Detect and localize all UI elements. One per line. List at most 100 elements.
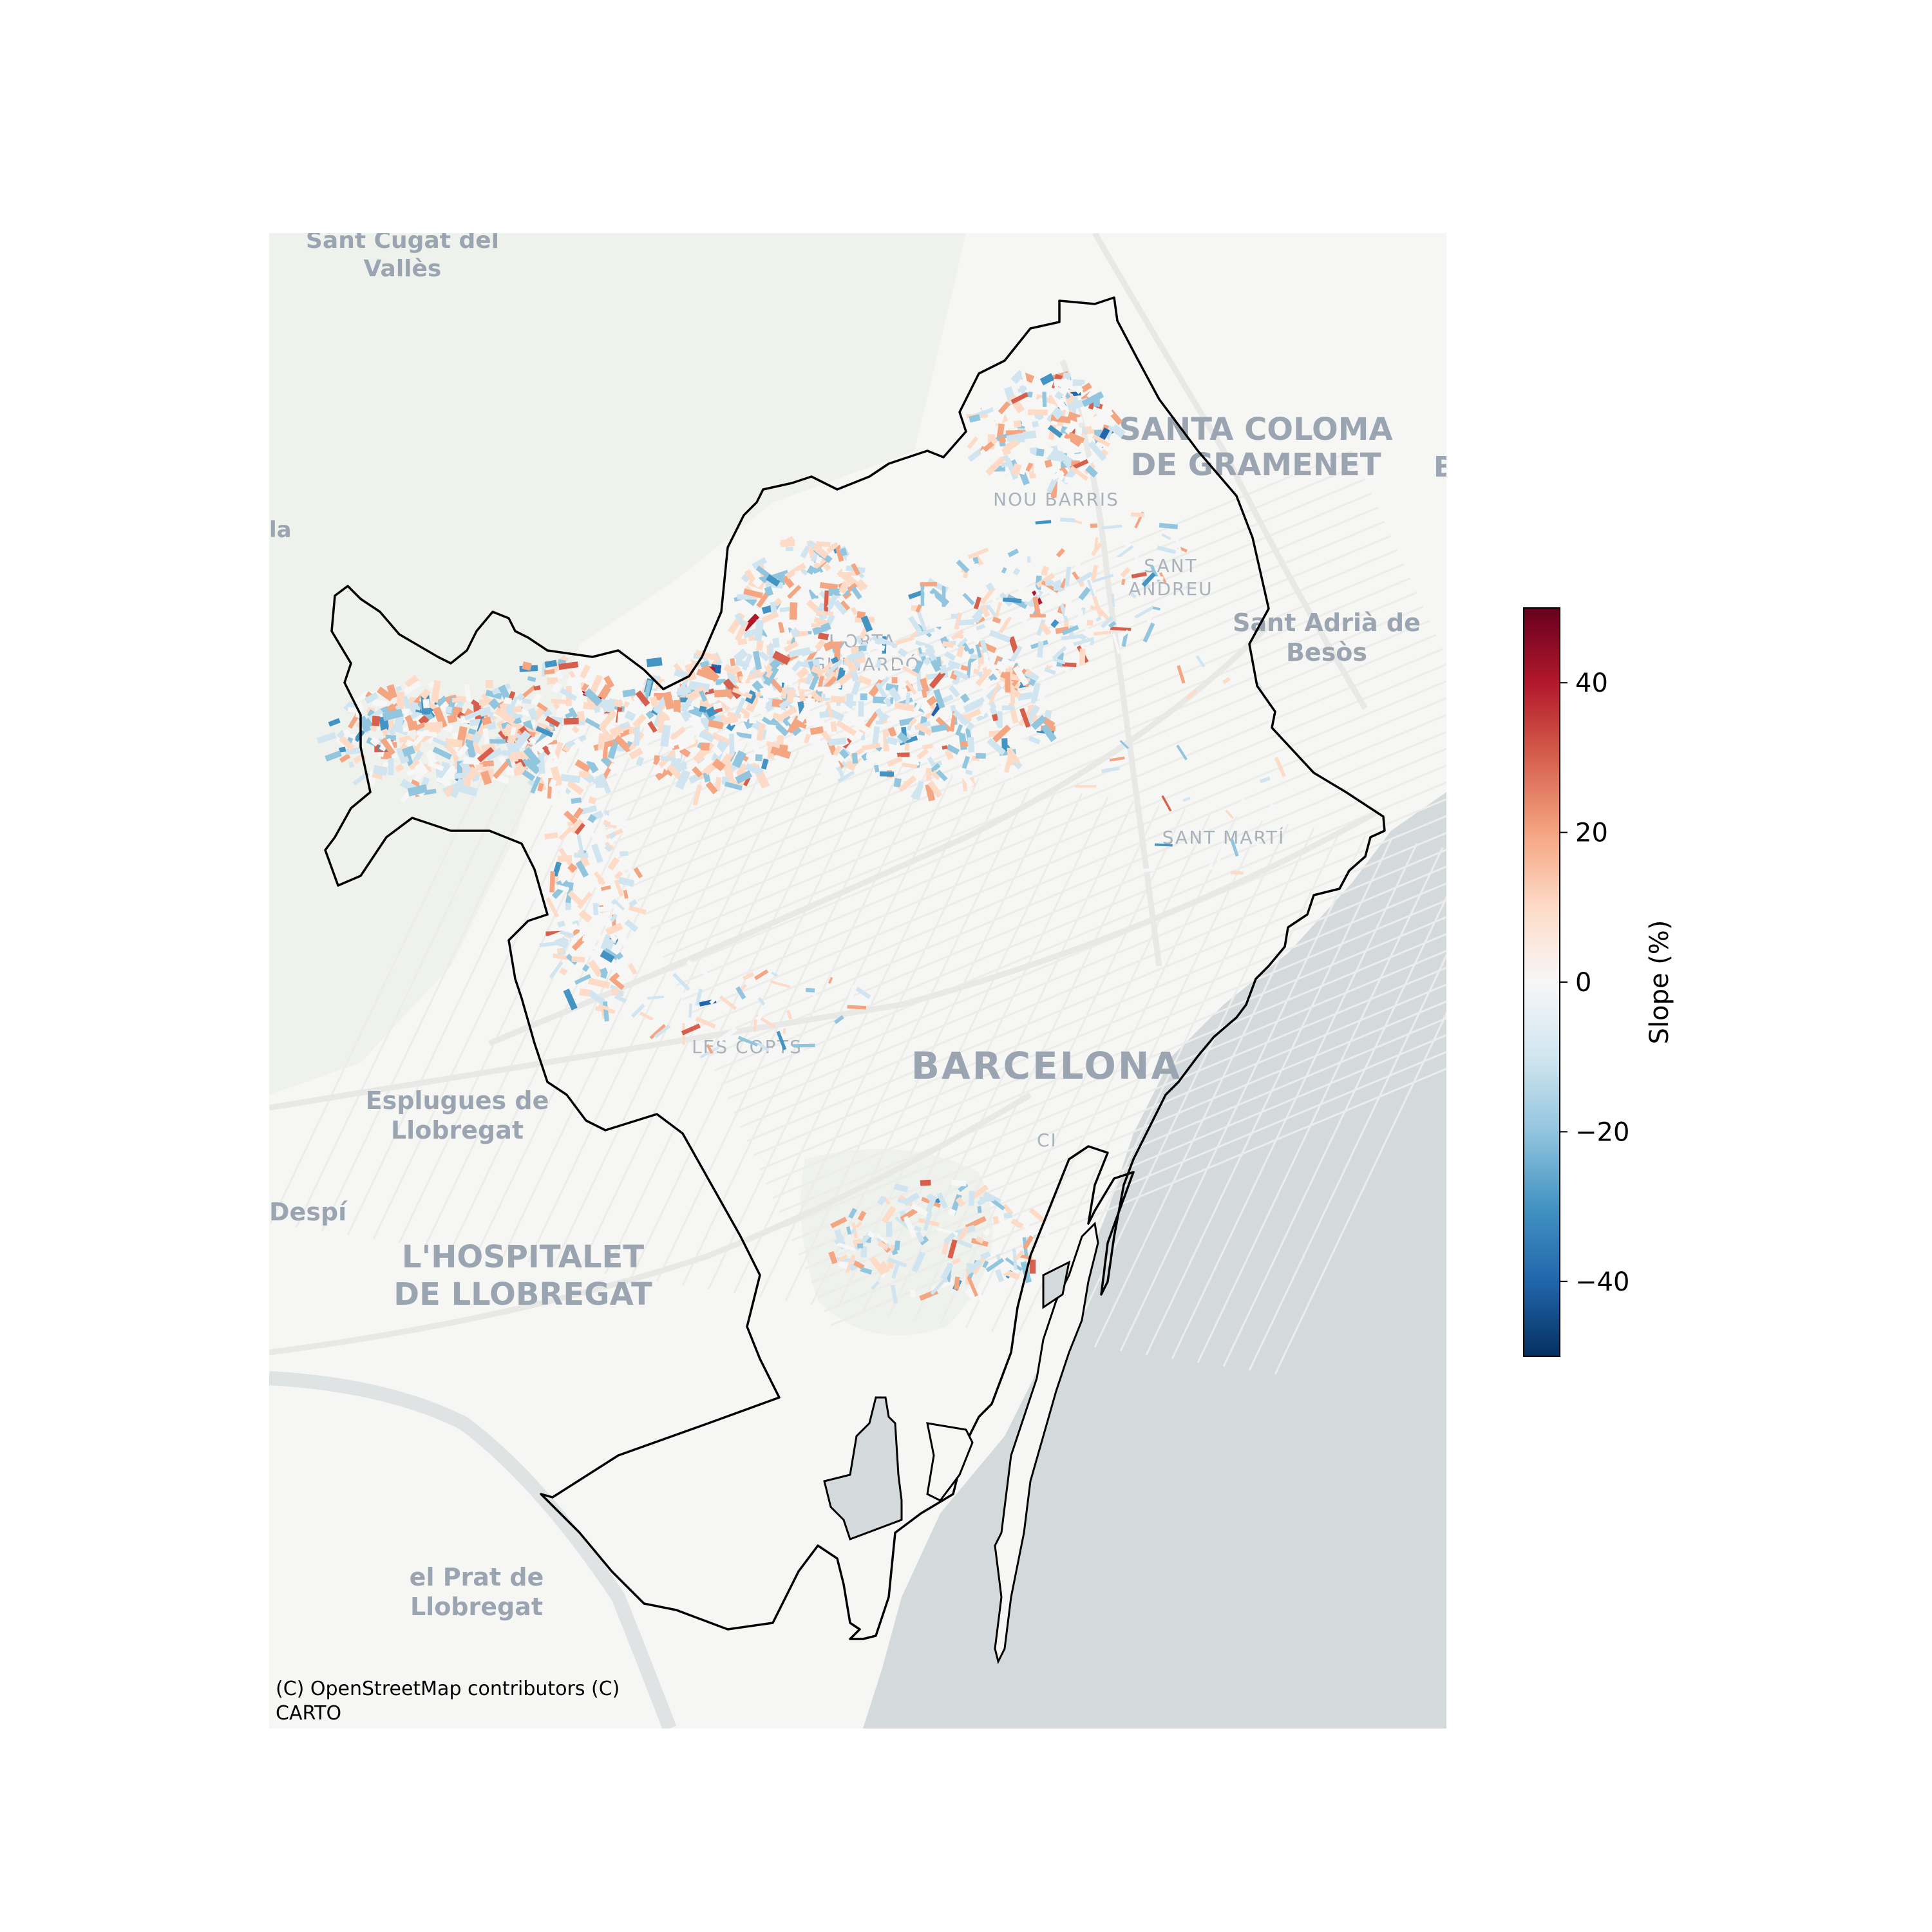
- slope-segments: [316, 370, 1286, 1304]
- street-slope-segment: [936, 656, 942, 667]
- street-slope-segment: [781, 687, 787, 699]
- street-slope-segment: [604, 844, 612, 852]
- street-slope-segment: [328, 718, 341, 727]
- street-slope-segment: [670, 726, 687, 741]
- street-slope-segment: [817, 632, 829, 641]
- street-slope-segment: [854, 748, 873, 761]
- street-slope-segment: [887, 1257, 907, 1268]
- street-slope-segment: [1034, 412, 1045, 421]
- street-slope-segment: [639, 1011, 654, 1021]
- street-slope-segment: [989, 435, 998, 445]
- street-slope-segment: [957, 753, 966, 762]
- street-slope-segment: [855, 635, 862, 645]
- street-slope-segment: [714, 777, 722, 791]
- street-slope-segment: [811, 565, 824, 576]
- street-slope-segment: [1006, 432, 1025, 442]
- street-slope-segment: [581, 683, 591, 692]
- street-slope-segment: [706, 695, 715, 705]
- street-slope-segment: [952, 710, 970, 726]
- street-slope-segment: [942, 641, 954, 649]
- street-slope-segment: [853, 1260, 865, 1270]
- street-slope-segment: [936, 769, 948, 782]
- street-slope-segment: [717, 1027, 738, 1043]
- street-slope-segment: [982, 1260, 989, 1269]
- street-slope-segment: [636, 756, 645, 766]
- street-slope-segment: [976, 623, 986, 631]
- street-slope-segment: [672, 972, 690, 991]
- street-slope-segment: [712, 702, 723, 710]
- street-slope-segment: [932, 576, 948, 587]
- street-slope-segment: [586, 758, 599, 773]
- street-slope-segment: [754, 667, 766, 677]
- street-slope-segment: [527, 778, 536, 788]
- street-slope-segment: [571, 929, 587, 943]
- street-slope-segment: [1061, 625, 1079, 636]
- street-slope-segment: [464, 684, 471, 703]
- street-slope-segment: [600, 950, 615, 963]
- street-slope-segment: [608, 831, 617, 840]
- street-slope-segment: [1002, 597, 1022, 603]
- street-slope-segment: [531, 692, 542, 706]
- street-slope-segment: [1081, 383, 1092, 393]
- street-slope-segment: [1032, 585, 1040, 596]
- street-slope-segment: [952, 1257, 961, 1265]
- street-slope-segment: [1031, 549, 1048, 563]
- place-label-despi: Despí: [269, 1198, 348, 1226]
- street-slope-segment: [799, 1048, 808, 1065]
- street-slope-segment: [871, 1280, 880, 1291]
- street-slope-segment: [854, 582, 864, 592]
- street-slope-segment: [779, 744, 788, 754]
- street-slope-segment: [588, 796, 597, 805]
- street-slope-segment: [614, 994, 627, 1003]
- street-slope-segment: [583, 688, 603, 706]
- street-slope-segment: [838, 580, 850, 594]
- street-slope-segment: [965, 708, 981, 720]
- street-slope-segment: [817, 676, 824, 689]
- street-slope-segment: [847, 650, 866, 662]
- street-slope-segment: [715, 679, 726, 685]
- place-label-partial-la: la: [269, 517, 292, 543]
- street-slope-segment: [1225, 810, 1235, 819]
- street-slope-segment: [1030, 715, 1047, 730]
- street-slope-segment: [759, 685, 773, 696]
- street-slope-segment: [549, 779, 557, 788]
- street-slope-segment: [948, 1208, 956, 1217]
- street-slope-segment: [925, 647, 937, 661]
- street-slope-segment: [876, 1233, 889, 1244]
- street-slope-segment: [558, 661, 579, 670]
- street-slope-segment: [702, 970, 716, 983]
- street-slope-segment: [880, 771, 895, 777]
- street-slope-segment: [797, 722, 807, 729]
- colorbar-tick-label: −20: [1575, 1117, 1629, 1147]
- street-slope-segment: [851, 679, 862, 696]
- street-slope-segment: [761, 671, 770, 680]
- street-slope-segment: [1092, 596, 1103, 618]
- street-slope-segment: [973, 668, 980, 675]
- street-slope-segment: [955, 724, 963, 736]
- street-slope-segment: [960, 693, 970, 703]
- street-slope-segment: [410, 701, 422, 711]
- street-slope-segment: [951, 1179, 967, 1187]
- street-slope-segment: [1092, 434, 1111, 448]
- street-slope-segment: [772, 1046, 779, 1061]
- street-slope-segment: [975, 644, 982, 658]
- street-slope-segment: [897, 647, 908, 658]
- street-slope-segment: [1053, 408, 1065, 420]
- street-slope-segment: [889, 1244, 896, 1252]
- street-slope-segment: [726, 712, 742, 719]
- street-slope-segment: [789, 602, 798, 620]
- street-slope-segment: [837, 667, 844, 679]
- street-slope-segment: [1005, 672, 1011, 693]
- street-slope-segment: [681, 697, 693, 714]
- street-slope-segment: [573, 737, 591, 758]
- street-slope-segment: [582, 935, 590, 942]
- street-slope-segment: [1012, 665, 1029, 687]
- street-slope-segment: [580, 664, 591, 679]
- street-slope-segment: [538, 839, 560, 853]
- street-slope-segment: [427, 761, 444, 772]
- street-slope-segment: [662, 706, 679, 722]
- street-slope-segment: [685, 686, 692, 694]
- street-slope-segment: [1010, 392, 1028, 404]
- street-slope-segment: [418, 715, 430, 726]
